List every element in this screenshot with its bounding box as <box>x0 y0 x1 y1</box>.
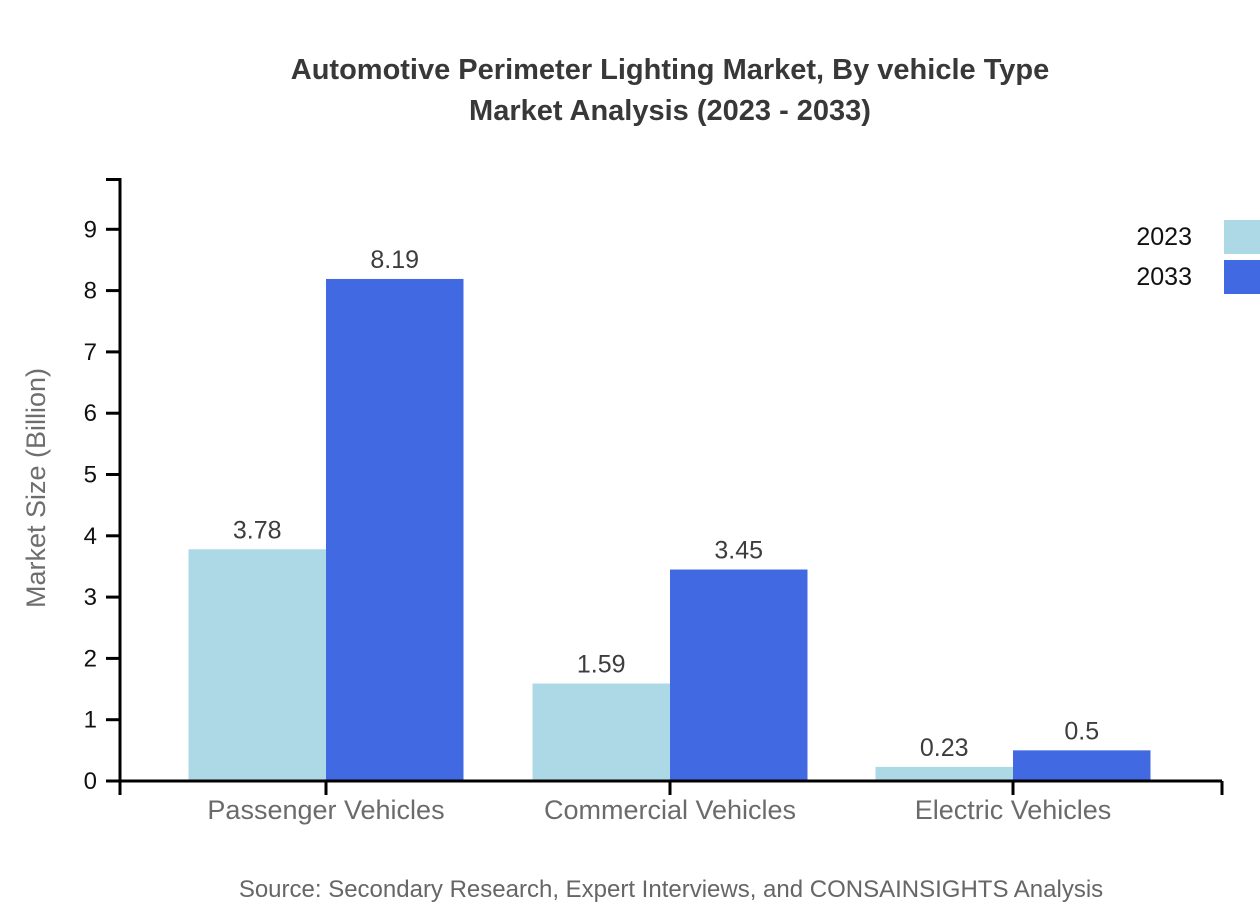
value-label-2033-passenger-vehicles: 8.19 <box>370 246 419 274</box>
chart-title-line2: Market Analysis (2023 - 2033) <box>469 95 871 127</box>
value-label-2033-electric-vehicles: 0.5 <box>1064 717 1099 745</box>
category-label-commercial-vehicles: Commercial Vehicles <box>544 795 796 825</box>
y-tick-label-9: 9 <box>84 216 97 243</box>
value-label-2033-commercial-vehicles: 3.45 <box>714 537 763 565</box>
source-text: Source: Secondary Research, Expert Inter… <box>238 876 1104 903</box>
bar-2033-passenger-vehicles[interactable] <box>326 278 464 781</box>
bar-2023-electric-vehicles[interactable] <box>875 766 1014 781</box>
category-label-electric-vehicles: Electric Vehicles <box>915 795 1112 825</box>
bar-2023-commercial-vehicles[interactable] <box>532 683 671 781</box>
y-tick-label-6: 6 <box>84 400 97 427</box>
y-tick-label-8: 8 <box>84 278 97 305</box>
value-label-2023-commercial-vehicles: 1.59 <box>577 651 626 679</box>
legend-label-2023: 2023 <box>1136 222 1192 251</box>
y-tick-label-2: 2 <box>84 645 97 672</box>
y-tick-label-0: 0 <box>84 768 97 795</box>
y-tick-label-1: 1 <box>84 707 97 734</box>
value-label-2023-passenger-vehicles: 3.78 <box>233 516 282 544</box>
y-tick-label-4: 4 <box>84 523 97 550</box>
legend-item-2023[interactable]: 2023 <box>1136 219 1260 255</box>
bar-2033-commercial-vehicles[interactable] <box>670 569 808 781</box>
value-label-2023-electric-vehicles: 0.23 <box>920 734 969 762</box>
legend-label-2033: 2033 <box>1136 262 1192 291</box>
chart-title: Automotive Perimeter Lighting Market, By… <box>80 50 1260 132</box>
y-tick-label-3: 3 <box>84 584 97 611</box>
legend-swatch-2023-icon <box>1224 220 1260 254</box>
bar-2023-passenger-vehicles[interactable] <box>188 549 327 781</box>
legend-item-2033[interactable]: 2033 <box>1136 259 1260 295</box>
bar-2033-electric-vehicles[interactable] <box>1013 750 1151 781</box>
y-tick-label-7: 7 <box>84 339 97 366</box>
legend-swatch-2033-icon <box>1224 260 1260 294</box>
chart-title-line1: Automotive Perimeter Lighting Market, By… <box>290 54 1050 86</box>
y-tick-label-5: 5 <box>84 462 97 489</box>
category-label-passenger-vehicles: Passenger Vehicles <box>207 795 444 825</box>
